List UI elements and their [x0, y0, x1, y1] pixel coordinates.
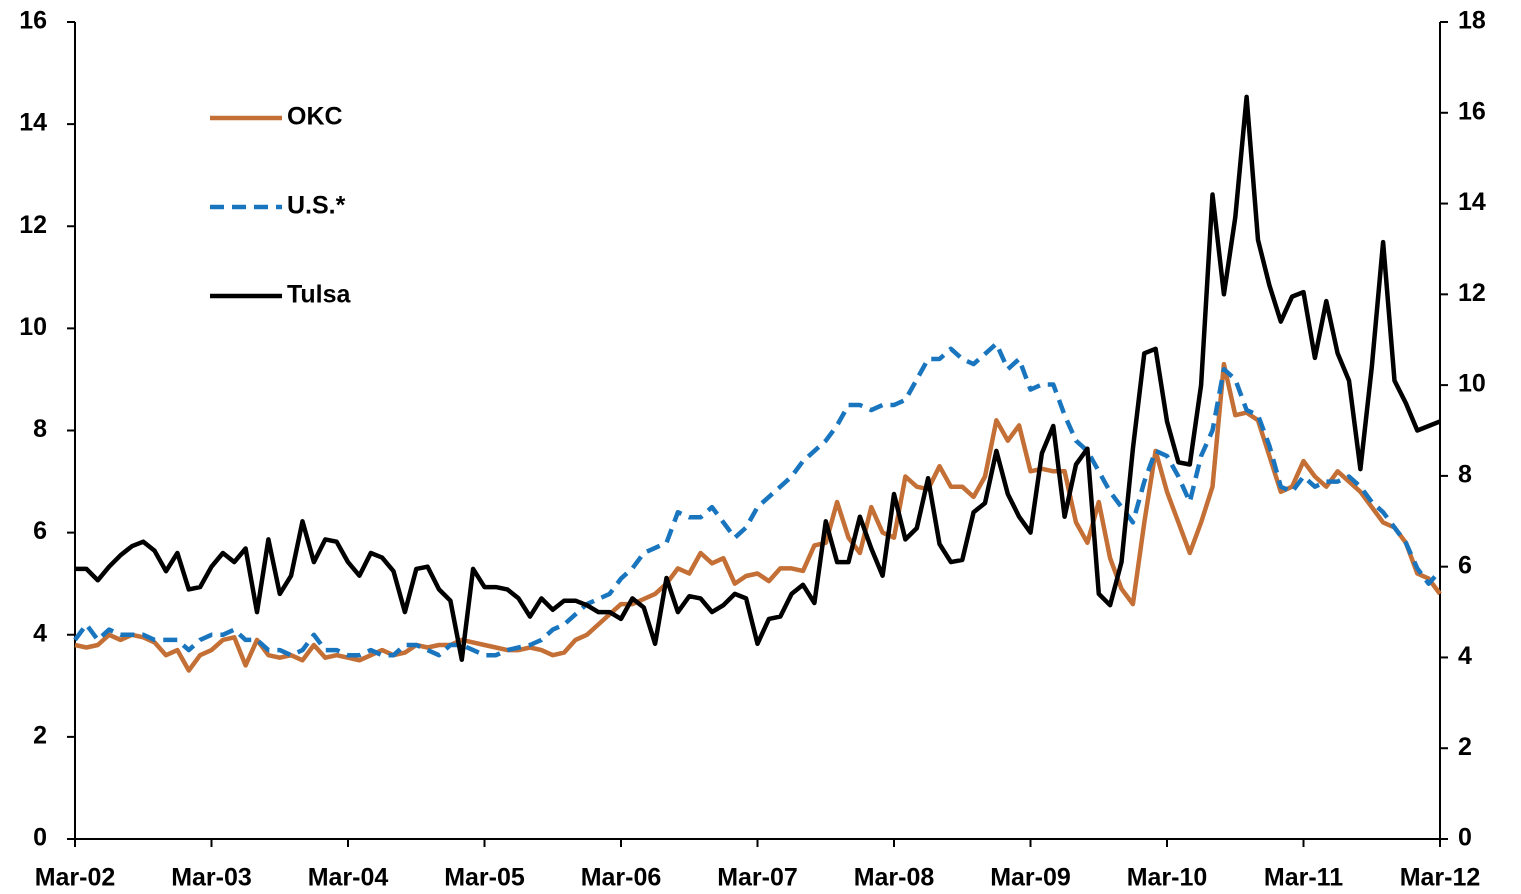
x-tick-label: Mar-02	[35, 864, 116, 892]
y2-tick-label: 2	[1458, 733, 1472, 761]
y2-tick-label: 0	[1458, 824, 1472, 852]
x-tick-label: Mar-03	[171, 864, 252, 892]
y-tick-label: 0	[33, 824, 47, 852]
y2-tick-label: 12	[1458, 279, 1486, 307]
y2-tick-label: 14	[1458, 188, 1486, 216]
series-line	[74, 361, 1442, 673]
y-tick-label: 6	[33, 517, 47, 545]
y2-tick-label: 16	[1458, 97, 1486, 125]
y2-tick-label: 4	[1458, 642, 1472, 670]
x-tick-label: Mar-05	[444, 864, 525, 892]
x-tick-label: Mar-12	[1400, 864, 1481, 892]
x-tick-label: Mar-10	[1127, 864, 1208, 892]
y2-tick-label: 10	[1458, 370, 1486, 398]
legend-label: OKC	[287, 103, 343, 131]
y-tick-label: 12	[19, 211, 47, 239]
x-tick-label: Mar-11	[1264, 864, 1343, 892]
y-tick-label: 4	[33, 619, 47, 647]
y2-tick-label: 6	[1458, 551, 1472, 579]
x-tick-label: Mar-09	[990, 864, 1071, 892]
legend-label: U.S.*	[287, 192, 346, 220]
legend-label: Tulsa	[287, 281, 352, 309]
series-line	[75, 94, 1441, 662]
y2-tick-label: 18	[1458, 7, 1486, 35]
y-tick-label: 2	[33, 721, 47, 749]
y-tick-label: 16	[19, 7, 47, 35]
x-tick-label: Mar-08	[854, 864, 935, 892]
series-line	[73, 341, 1442, 658]
y-tick-label: 14	[19, 109, 47, 137]
y-tick-label: 10	[19, 313, 47, 341]
y2-tick-label: 8	[1458, 460, 1472, 488]
x-tick-label: Mar-07	[717, 864, 798, 892]
x-tick-label: Mar-06	[581, 864, 662, 892]
y-tick-label: 8	[33, 415, 47, 443]
x-tick-label: Mar-04	[308, 864, 389, 892]
